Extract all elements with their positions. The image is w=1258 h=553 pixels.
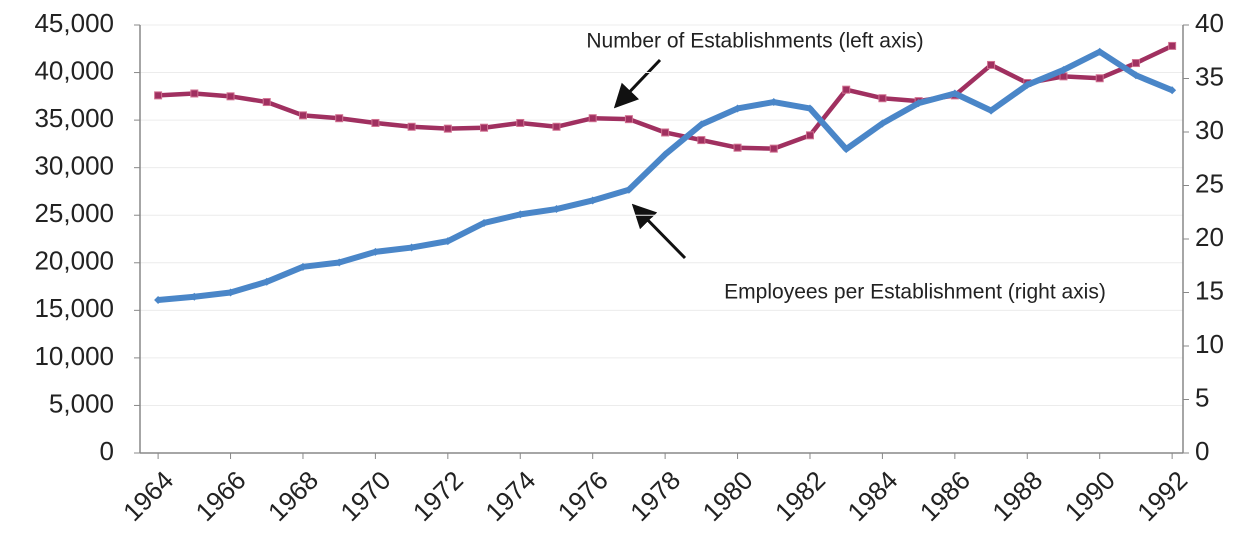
point — [914, 99, 923, 108]
y2-tick-label: 5 — [1195, 382, 1209, 412]
x-tick-label: 1976 — [552, 465, 614, 527]
point — [769, 98, 778, 107]
x-tick-label: 1980 — [697, 465, 759, 527]
point — [516, 210, 525, 219]
arrow — [631, 203, 687, 260]
point — [262, 98, 271, 107]
point — [878, 119, 887, 128]
point — [987, 106, 996, 115]
y-tick-label: 5,000 — [49, 388, 114, 418]
y2-tick-label: 30 — [1195, 115, 1224, 145]
y2-tick-label: 25 — [1195, 168, 1224, 198]
point — [878, 94, 887, 103]
x-tick-label: 1966 — [190, 465, 252, 527]
point — [950, 89, 959, 98]
point — [335, 258, 344, 267]
y2-tick-label: 35 — [1195, 61, 1224, 91]
point — [516, 118, 525, 127]
point — [1168, 86, 1177, 95]
y2-tick-label: 15 — [1195, 275, 1224, 305]
point — [552, 205, 561, 214]
x-tick-label: 1990 — [1059, 465, 1121, 527]
point — [1095, 74, 1104, 83]
annotation: Employees per Establishment (right axis) — [724, 281, 1106, 304]
point — [733, 104, 742, 113]
point — [190, 89, 199, 98]
point — [1168, 41, 1177, 50]
y2-tick-label: 40 — [1195, 8, 1224, 38]
point — [226, 92, 235, 101]
y-tick-label: 15,000 — [34, 293, 114, 323]
point — [552, 122, 561, 131]
point — [154, 295, 163, 304]
y-tick-label: 45,000 — [34, 8, 114, 38]
point — [443, 124, 452, 133]
point — [624, 115, 633, 124]
x-tick-label: 1972 — [407, 465, 469, 527]
point — [1023, 80, 1032, 89]
point — [842, 145, 851, 154]
y-tick-label: 40,000 — [34, 55, 114, 85]
point — [154, 91, 163, 100]
annotation: Number of Establishments (left axis) — [586, 30, 923, 53]
y-tick-label: 35,000 — [34, 103, 114, 133]
point — [1059, 65, 1068, 74]
x-tick-label: 1968 — [262, 465, 324, 527]
point — [1095, 47, 1104, 56]
y2-tick-label: 10 — [1195, 329, 1224, 359]
x-tick-label: 1988 — [986, 465, 1048, 527]
point — [480, 218, 489, 227]
point — [226, 288, 235, 297]
point — [697, 120, 706, 129]
y-tick-label: 10,000 — [34, 341, 114, 371]
point — [1131, 59, 1140, 68]
point — [697, 136, 706, 145]
y-tick-label: 20,000 — [34, 246, 114, 276]
y2-tick-label: 20 — [1195, 222, 1224, 252]
point — [371, 118, 380, 127]
x-tick-label: 1992 — [1131, 465, 1193, 527]
point — [588, 196, 597, 205]
point — [624, 185, 633, 194]
point — [805, 104, 814, 113]
point — [407, 243, 416, 252]
y-tick-label: 30,000 — [34, 151, 114, 181]
x-tick-label: 1974 — [479, 465, 541, 527]
point — [371, 247, 380, 256]
point — [298, 111, 307, 120]
y2-tick-label: 0 — [1195, 436, 1209, 466]
point — [661, 150, 670, 159]
point — [298, 262, 307, 271]
point — [262, 277, 271, 286]
point — [588, 114, 597, 123]
point — [769, 144, 778, 153]
y-tick-label: 0 — [100, 436, 114, 466]
x-tick-label: 1986 — [914, 465, 976, 527]
point — [190, 292, 199, 301]
y-tick-label: 25,000 — [34, 198, 114, 228]
arrow — [613, 58, 662, 109]
point — [480, 123, 489, 132]
point — [805, 131, 814, 140]
point — [661, 128, 670, 137]
x-tick-label: 1970 — [334, 465, 396, 527]
point — [407, 122, 416, 131]
point — [443, 237, 452, 246]
point — [987, 60, 996, 69]
x-tick-label: 1984 — [841, 465, 903, 527]
x-tick-label: 1964 — [117, 465, 179, 527]
x-tick-label: 1982 — [769, 465, 831, 527]
point — [1131, 71, 1140, 80]
point — [733, 143, 742, 152]
point — [335, 114, 344, 123]
x-tick-label: 1978 — [624, 465, 686, 527]
point — [842, 85, 851, 94]
